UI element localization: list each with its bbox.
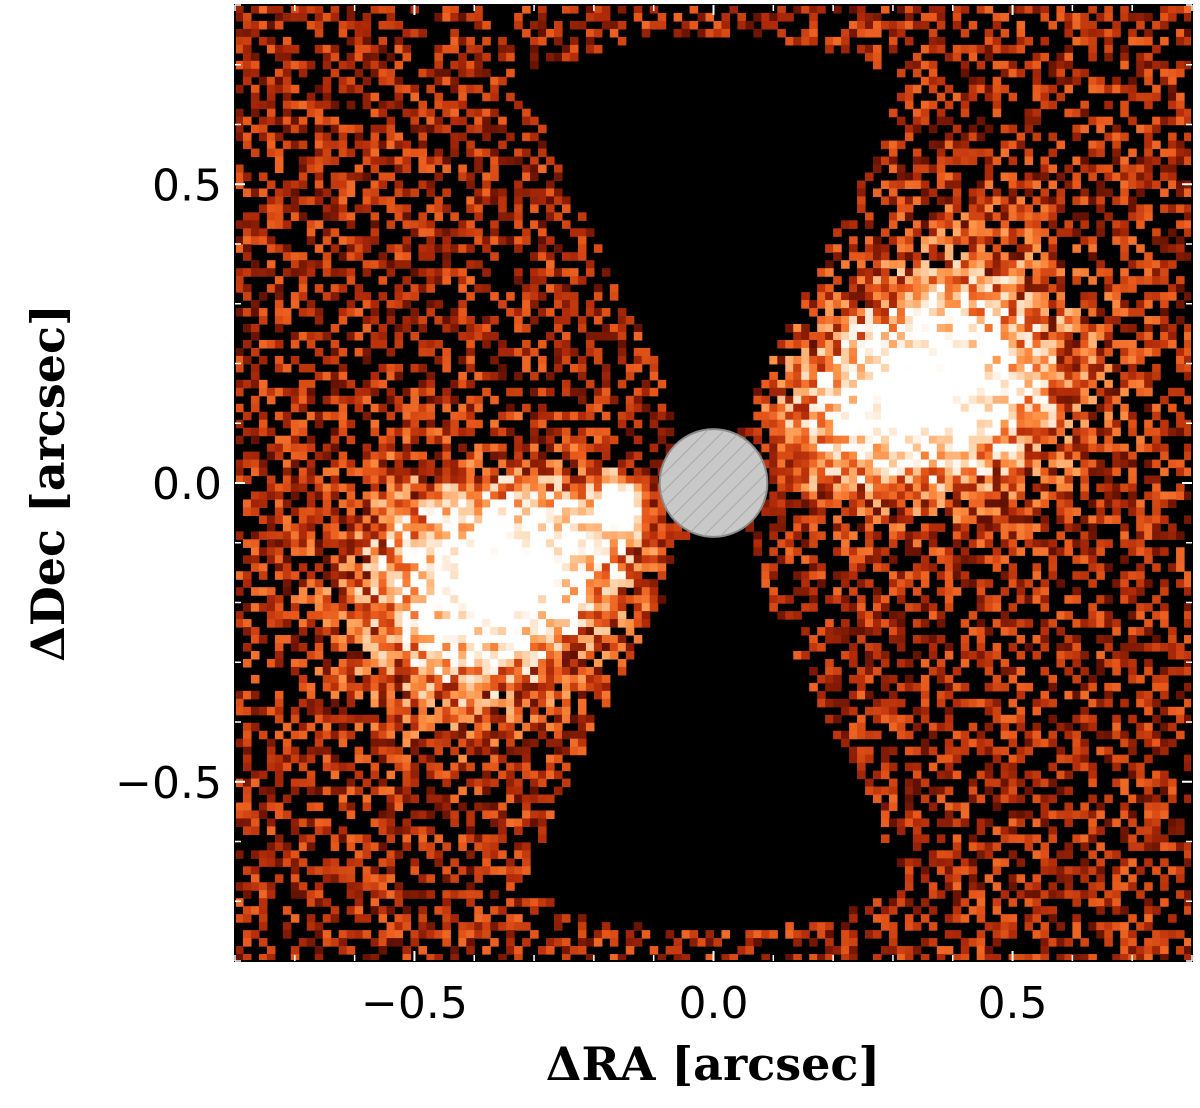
- y-axis-label: ΔDec [arcsec]: [21, 304, 75, 662]
- y-tick-label: 0.5: [152, 160, 222, 211]
- coronagraph-mask-hatch: [659, 429, 768, 537]
- x-tick-label: 0.0: [679, 978, 749, 1029]
- disk-image: [235, 5, 1192, 961]
- x-axis-label: ΔRA [arcsec]: [546, 1037, 880, 1091]
- x-tick-label: −0.5: [361, 978, 468, 1029]
- y-axis-ticks: 0.5 0.0 −0.5: [115, 160, 245, 809]
- x-axis-ticks: −0.5 0.0 0.5: [361, 951, 1048, 1029]
- y-tick-label: 0.0: [152, 459, 222, 510]
- minor-ticks: [234, 4, 1193, 962]
- x-tick-label: 0.5: [978, 978, 1048, 1029]
- coronagraph-mask: [658, 428, 769, 538]
- y-tick-label: −0.5: [115, 758, 222, 809]
